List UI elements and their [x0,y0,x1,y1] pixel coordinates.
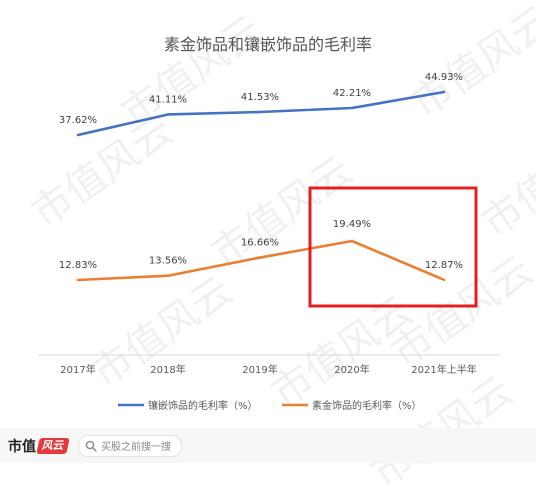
data-label: 37.62% [59,115,97,126]
series-layer: 37.62% 41.11% 41.53% 42.21% 44.93% 12.83% 13.5… [59,72,463,282]
data-label: 13.56% [149,256,187,267]
x-tick-label: 2018年 [150,363,185,376]
x-tick-label: 2019年 [242,363,277,376]
chart-title: 素金饰品和镶嵌饰品的毛利率 [164,35,372,54]
x-tick-label: 2021年上半年 [411,363,476,376]
data-label: 12.87% [425,260,463,271]
legend-label: 素金饰品的毛利率（%） [312,399,422,412]
brand-mark: 风云 [36,437,70,454]
data-label: 19.49% [333,219,371,230]
data-label: 41.53% [241,92,279,103]
data-label: 41.11% [149,94,187,105]
search-placeholder: 买股之前搜一搜 [101,442,171,453]
data-label: 44.93% [425,72,463,83]
x-tick-label: 2017年 [60,363,95,376]
series-line-0 [76,90,446,137]
x-axis: 2017年 2018年 2019年 2020年 2021年上半年 [38,354,500,376]
highlight-box [308,186,478,308]
x-tick-label: 2020年 [334,363,369,376]
search-icon [85,440,97,452]
legend: 镶嵌饰品的毛利率（%） 素金饰品的毛利率（%） [118,399,422,412]
legend-label: 镶嵌饰品的毛利率（%） [148,399,258,412]
brand-logo[interactable]: 市值 风云 [8,436,70,456]
data-label: 12.83% [59,260,97,271]
search-box[interactable]: 买股之前搜一搜 [78,434,182,457]
data-label: 42.21% [333,88,371,99]
footer-bar: 市值 风云 买股之前搜一搜 [0,428,536,463]
data-label: 16.66% [241,238,279,249]
line-chart: 素金饰品和镶嵌饰品的毛利率 2017年 2018年 2019年 2020年 2021年上… [38,35,500,412]
series-line-1 [76,239,446,282]
brand-text: 市值 [8,438,36,455]
highlight-layer [308,186,478,308]
